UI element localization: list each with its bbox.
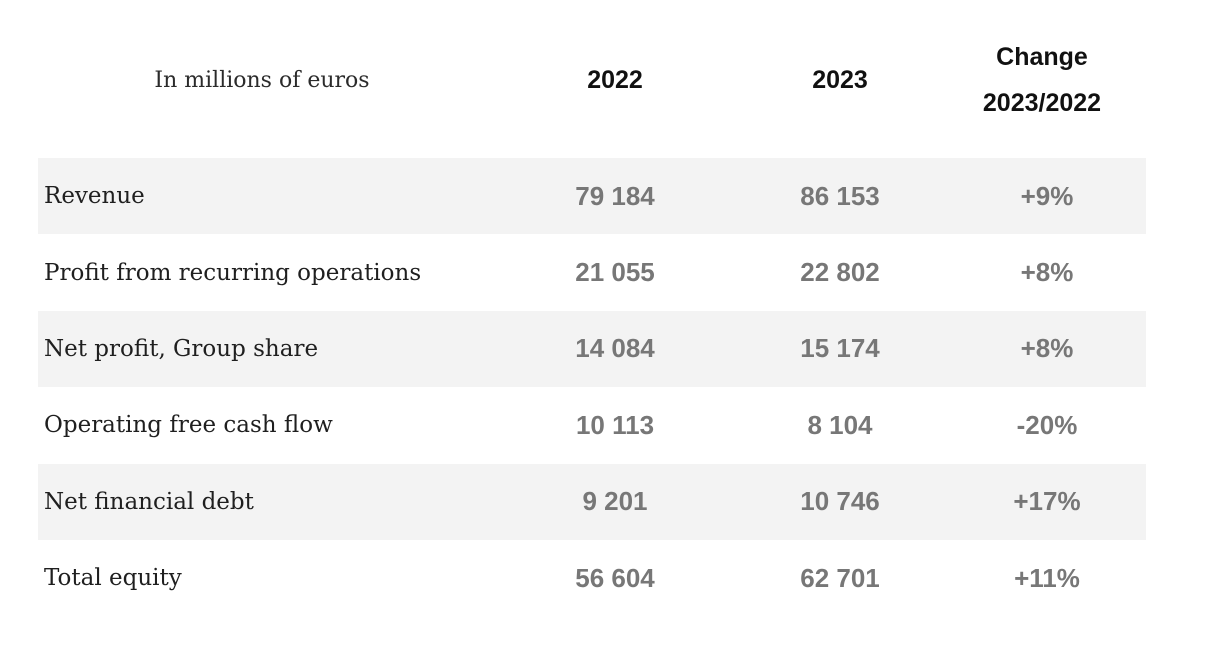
table-header: In millions of euros 2022 2023 Change 20… <box>38 30 1146 158</box>
row-label: Profit from recurring operations <box>44 259 422 286</box>
value-change: +8% <box>1020 333 1074 364</box>
column-header-change: Change 2023/2022 <box>952 30 1132 130</box>
value-change: +8% <box>1020 257 1074 288</box>
value-2022: 21 055 <box>575 257 655 288</box>
value-2022: 79 184 <box>575 180 655 211</box>
table-row: Net financial debt 9 201 10 746 +17% <box>38 463 1146 540</box>
financial-table: In millions of euros 2022 2023 Change 20… <box>38 30 1146 616</box>
column-header-2023: 2023 <box>812 65 868 94</box>
unit-caption: In millions of euros <box>154 67 370 93</box>
value-2023: 22 802 <box>800 257 880 288</box>
value-2022: 56 604 <box>575 562 655 593</box>
value-change: +17% <box>1013 486 1081 517</box>
value-change: -20% <box>1016 409 1078 440</box>
value-2023: 10 746 <box>800 486 880 517</box>
value-2023: 62 701 <box>800 562 880 593</box>
value-2022: 14 084 <box>575 333 655 364</box>
value-2022: 9 201 <box>582 486 648 517</box>
value-2023: 15 174 <box>800 333 880 364</box>
change-header-line2: 2023/2022 <box>982 89 1102 117</box>
table-row: Total equity 56 604 62 701 +11% <box>38 540 1146 616</box>
table-row: Operating free cash flow 10 113 8 104 -2… <box>38 387 1146 463</box>
table-row: Revenue 79 184 86 153 +9% <box>38 158 1146 235</box>
change-header-line1: Change <box>996 43 1088 71</box>
value-2022: 10 113 <box>575 409 655 440</box>
row-label: Total equity <box>44 565 182 592</box>
row-label: Revenue <box>44 183 145 210</box>
table-row: Profit from recurring operations 21 055 … <box>38 234 1146 310</box>
row-label: Operating free cash flow <box>44 412 333 439</box>
value-2023: 86 153 <box>800 180 880 211</box>
column-header-2022: 2022 <box>587 65 643 94</box>
row-label: Net profit, Group share <box>44 335 319 362</box>
table-row: Net profit, Group share 14 084 15 174 +8… <box>38 310 1146 388</box>
value-change: +9% <box>1020 180 1074 211</box>
row-label: Net financial debt <box>44 488 254 515</box>
value-change: +11% <box>1014 562 1080 593</box>
value-2023: 8 104 <box>807 409 873 440</box>
